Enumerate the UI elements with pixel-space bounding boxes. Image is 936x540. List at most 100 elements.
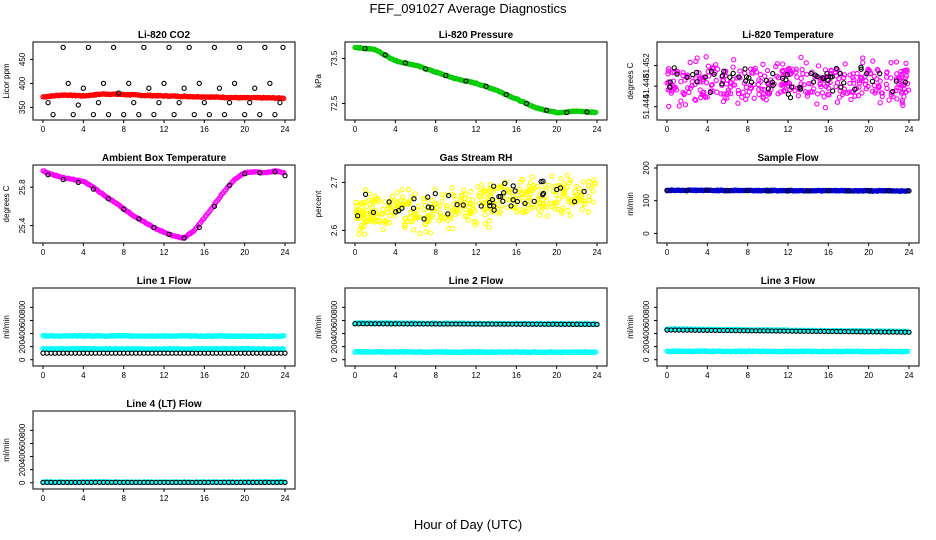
data-point	[730, 70, 736, 77]
x-tick-label: 12	[784, 248, 793, 257]
data-point	[131, 99, 137, 106]
data-point	[449, 225, 456, 232]
chart-title: Li-820 Temperature	[742, 30, 834, 41]
data-point	[763, 77, 769, 84]
x-tick-label: 4	[81, 494, 86, 503]
data-point	[115, 90, 122, 96]
data-point	[903, 89, 909, 95]
data-point	[814, 91, 821, 97]
data-point	[378, 211, 385, 217]
data-point	[863, 86, 869, 92]
data-point	[884, 85, 890, 92]
data-point	[561, 181, 567, 187]
data-point	[567, 177, 573, 183]
data-point	[669, 69, 676, 76]
data-point	[502, 180, 508, 187]
data-point	[516, 207, 522, 213]
x-tick-label: 20	[864, 371, 873, 380]
data-point	[719, 81, 725, 87]
data-point	[564, 184, 570, 190]
data-point	[858, 74, 864, 81]
data-point	[503, 91, 509, 98]
data-point	[422, 66, 429, 72]
data-point	[807, 89, 814, 95]
y-axis-label: ml/min	[314, 315, 323, 339]
data-point	[762, 73, 768, 79]
data-point	[507, 186, 513, 193]
x-tick-label: 8	[745, 248, 750, 257]
data-point	[848, 96, 854, 103]
x-tick-label: 0	[41, 371, 46, 380]
x-tick-label: 4	[393, 125, 398, 134]
data-point	[463, 78, 469, 84]
data-point	[903, 73, 909, 79]
data-point	[674, 71, 680, 77]
data-point	[453, 196, 459, 203]
data-point	[540, 178, 546, 184]
x-tick-label: 12	[784, 125, 793, 134]
data-point	[497, 183, 503, 189]
data-point	[423, 202, 429, 209]
data-point	[282, 350, 288, 356]
data-point	[354, 213, 361, 219]
data-point	[673, 87, 680, 93]
data-point	[376, 217, 383, 224]
data-point	[363, 204, 370, 210]
data-point	[257, 111, 263, 118]
data-point	[834, 99, 841, 105]
data-point	[523, 190, 529, 196]
x-tick-label: 0	[353, 125, 358, 134]
data-point	[161, 80, 167, 87]
data-point	[472, 208, 478, 214]
data-point	[667, 84, 673, 90]
data-point	[544, 204, 550, 210]
x-tick-label: 24	[593, 371, 602, 380]
data-point	[863, 78, 869, 84]
data-point	[874, 66, 880, 73]
data-point	[564, 172, 571, 179]
chart-title: Line 3 Flow	[761, 276, 816, 287]
data-point	[105, 111, 112, 118]
x-tick-label: 20	[240, 371, 249, 380]
data-point	[527, 191, 533, 198]
data-point	[742, 66, 748, 72]
data-point	[490, 203, 497, 209]
data-point	[704, 94, 710, 100]
data-point	[500, 198, 506, 204]
x-tick-label: 0	[665, 248, 670, 257]
data-point	[858, 64, 864, 70]
data-point	[50, 111, 56, 118]
data-point	[405, 187, 412, 193]
data-point	[727, 74, 733, 80]
data-point	[730, 64, 736, 70]
data-point	[553, 192, 559, 198]
data-point	[359, 210, 366, 216]
data-point	[176, 99, 182, 106]
data-point	[850, 71, 856, 77]
data-point	[559, 208, 565, 214]
data-point	[535, 195, 542, 201]
data-point	[578, 192, 585, 199]
data-point	[670, 78, 677, 84]
data-point	[706, 73, 712, 79]
data-point	[581, 201, 588, 208]
data-point	[894, 85, 900, 91]
data-point	[499, 203, 505, 209]
y-tick-label: 350	[18, 100, 27, 114]
data-point	[790, 67, 796, 73]
data-point	[806, 80, 812, 87]
data-point	[824, 70, 830, 77]
series-2	[362, 45, 590, 116]
data-point	[674, 68, 680, 75]
data-point	[566, 198, 572, 205]
data-point	[731, 57, 737, 63]
data-point	[678, 98, 684, 104]
data-point	[211, 203, 218, 210]
data-point	[468, 210, 474, 217]
data-point	[387, 212, 393, 219]
y-tick-label: 800	[18, 300, 27, 314]
data-point	[370, 200, 377, 206]
x-tick-label: 12	[160, 248, 169, 257]
data-point	[460, 202, 466, 208]
data-point	[581, 198, 588, 204]
